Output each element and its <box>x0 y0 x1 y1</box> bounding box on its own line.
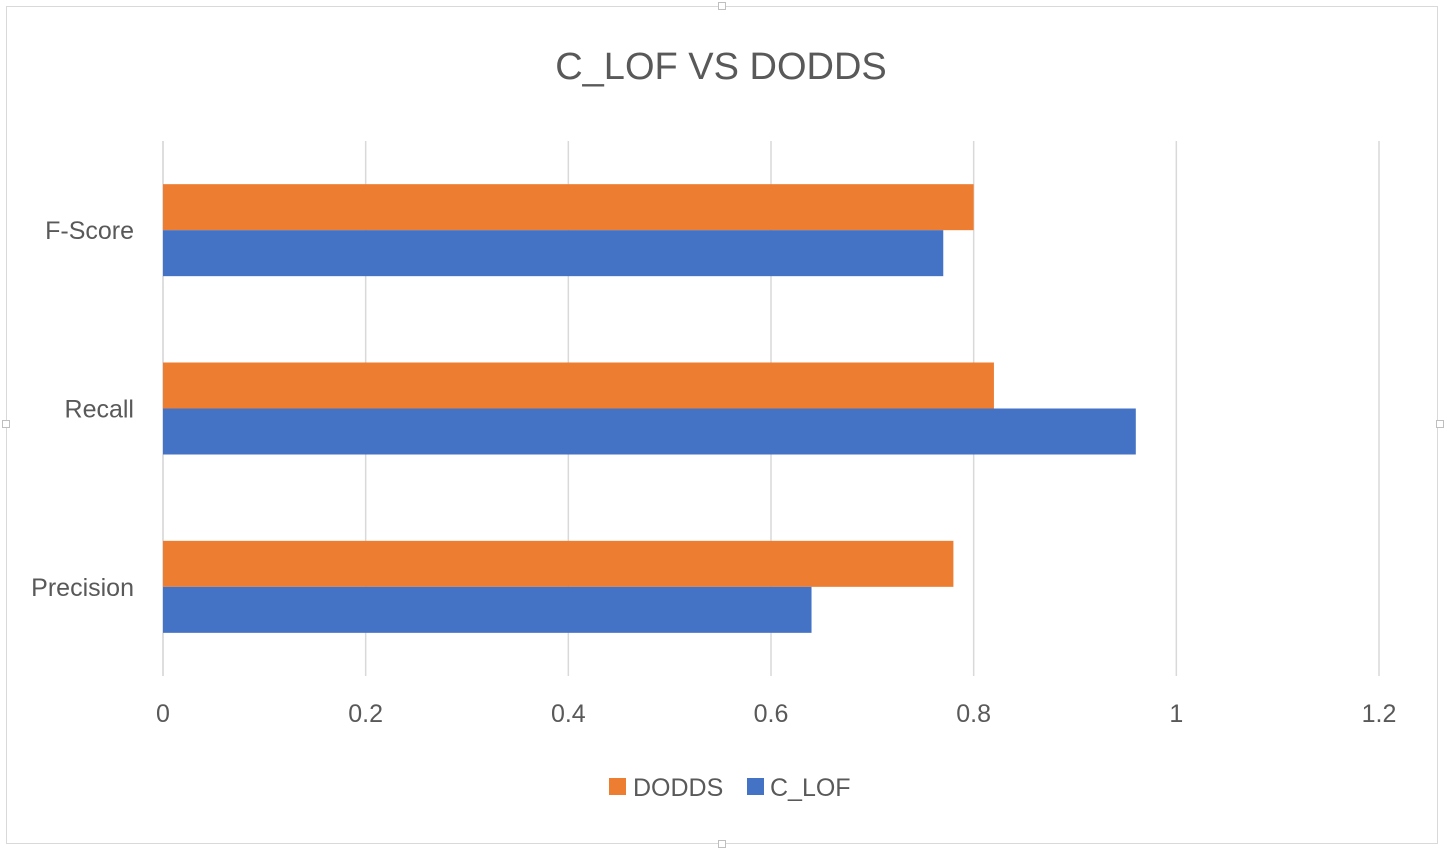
bar-c-lof-precision <box>163 586 812 633</box>
x-tick-label: 1 <box>1169 700 1183 728</box>
x-tick-label: 0.6 <box>754 700 789 728</box>
legend-label-c-lof: C_LOF <box>770 774 851 802</box>
x-tick-label: 0.4 <box>551 700 586 728</box>
category-label: Recall <box>65 396 134 424</box>
x-tick-label: 0.2 <box>348 700 383 728</box>
legend-label-dodds: DODDS <box>633 774 723 802</box>
resize-handle-top[interactable] <box>718 2 726 10</box>
bar-c-lof-recall <box>163 408 1136 455</box>
category-label: Precision <box>31 574 134 602</box>
x-tick-label: 0.8 <box>956 700 991 728</box>
chart-title: C_LOF VS DODDS <box>555 46 887 88</box>
category-label: F-Score <box>45 217 134 245</box>
legend: DODDS C_LOF <box>609 774 851 802</box>
bar-dodds-precision <box>163 540 954 587</box>
bar-dodds-recall <box>163 362 994 409</box>
x-tick-label: 0 <box>156 700 170 728</box>
resize-handle-right[interactable] <box>1436 420 1444 428</box>
resize-handle-bottom[interactable] <box>718 840 726 848</box>
legend-swatch-c-lof <box>747 778 764 795</box>
resize-handle-left[interactable] <box>2 420 10 428</box>
bar-dodds-f-score <box>163 184 974 231</box>
bars <box>163 184 1136 633</box>
x-axis-tick-labels: 0 0.2 0.4 0.6 0.8 1 1.2 <box>156 700 1396 728</box>
category-labels: Precision Recall F-Score <box>31 217 134 602</box>
bar-c-lof-f-score <box>163 230 944 277</box>
x-tick-label: 1.2 <box>1362 700 1397 728</box>
legend-swatch-dodds <box>609 778 626 795</box>
